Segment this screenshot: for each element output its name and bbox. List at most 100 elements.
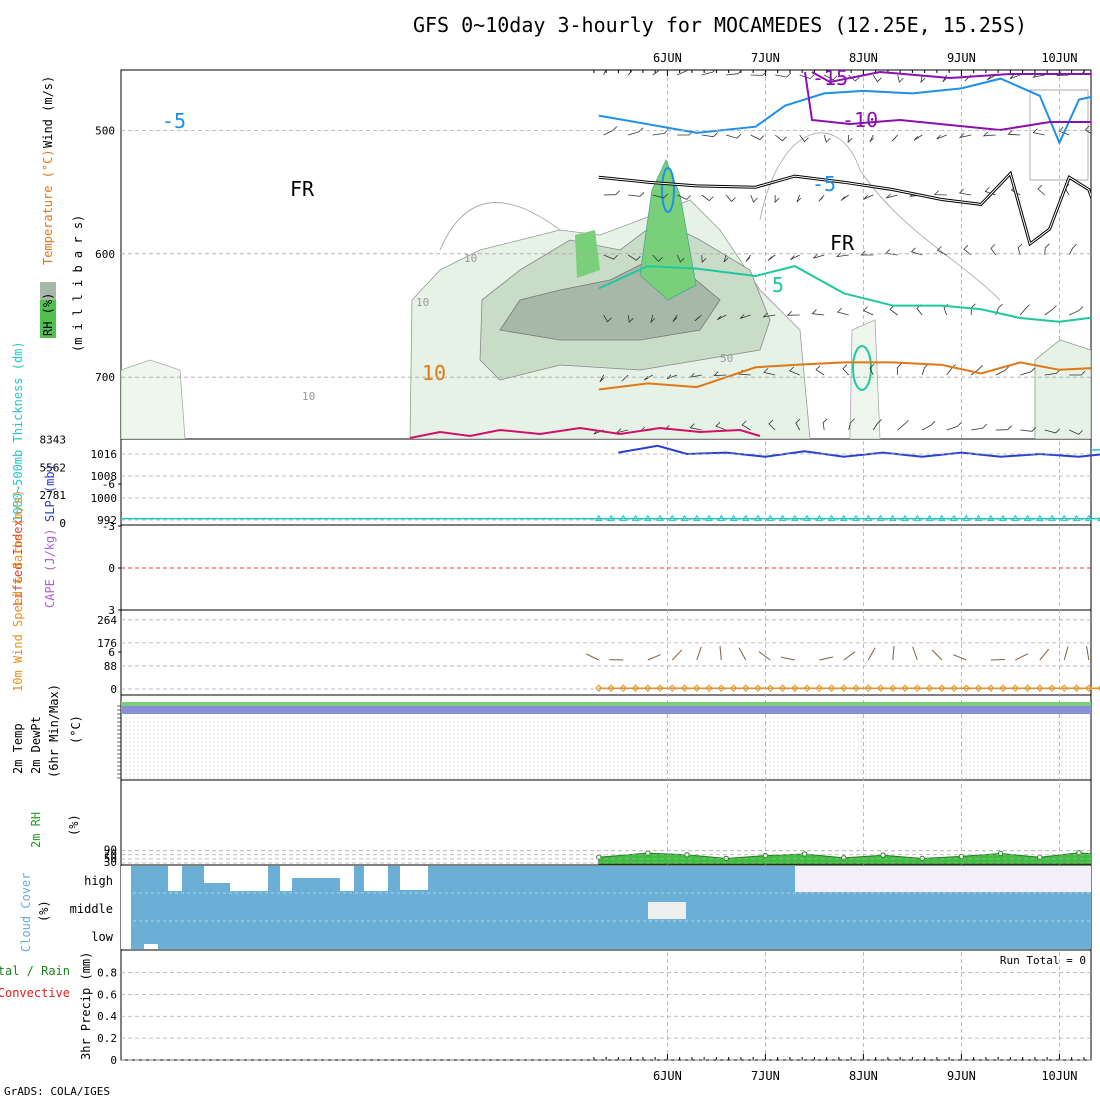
rh-area-right — [1034, 339, 1091, 439]
legend-rh2m: 2m RH (%) — [29, 812, 81, 848]
upper-wind-barb — [763, 368, 776, 376]
wind10m-barbs — [585, 646, 1090, 661]
precip-total-legend: Total / Rain — [0, 964, 70, 978]
cape-legend: CAPE (J/kg) — [43, 529, 57, 608]
upper-wind-barb — [796, 194, 802, 203]
upper-wind-barbs — [593, 70, 1100, 435]
wind-marker — [827, 684, 836, 692]
rh2m-marker — [880, 852, 886, 858]
legend-wind10m: 10m Wind Speed & Barbs (m/s) — [11, 490, 25, 692]
rh2m-marker — [762, 852, 769, 859]
upper-wind-barb — [603, 314, 612, 323]
wind-legend: Wind (m/s) — [41, 76, 55, 148]
upper-wind-barb — [840, 194, 849, 201]
wind-marker — [1036, 684, 1044, 692]
wind-marker — [876, 684, 885, 692]
upper-wind-barb — [741, 420, 751, 431]
wind-barb — [719, 646, 722, 661]
upper-wind-barb — [1056, 71, 1070, 77]
date-label-bottom: 9JUN — [947, 1069, 976, 1083]
cloud-gap-left — [121, 866, 131, 949]
upper-wind-barb — [701, 70, 716, 76]
wind10m-speed-line — [598, 687, 1100, 689]
upper-wind-barb — [897, 419, 909, 431]
upper-wind-barb — [824, 74, 838, 81]
lifted-index-tick-label: 0 — [108, 562, 115, 575]
wind-barb — [1015, 653, 1029, 661]
wind-marker — [913, 684, 922, 692]
upper-wind-barb — [860, 250, 874, 256]
wind-barb — [585, 653, 600, 661]
contour-label: 10 — [464, 252, 477, 265]
upper-wind-barb — [713, 371, 727, 377]
upper-wind-barb — [1017, 243, 1023, 256]
cloud-gap-2 — [204, 866, 230, 883]
wind10m-ticks: 0 88 176 264 — [97, 614, 1091, 696]
upper-wind-barb — [990, 244, 997, 256]
upper-wind-barb — [652, 193, 668, 199]
date-labels-bottom: 6JUN7JUN8JUN9JUN10JUN11JUN12JUN13JUN14JU… — [653, 1069, 1078, 1083]
wind-marker — [705, 684, 713, 692]
wind-marker — [864, 684, 873, 692]
temperature-minus5-line — [598, 77, 1091, 146]
upper-wind-barb — [922, 420, 936, 431]
upper-wind-barb — [936, 134, 947, 140]
wind-marker — [974, 684, 983, 692]
upper-wind-barb — [1094, 245, 1100, 255]
upper-wind-barb — [921, 363, 929, 376]
wind-marker — [987, 684, 995, 692]
upper-wind-barb — [815, 365, 825, 376]
wind-marker — [950, 684, 958, 692]
wind-marker — [938, 684, 946, 692]
upper-wind-barb — [750, 71, 767, 76]
upper-wind-barb — [725, 194, 736, 203]
upper-wind-barb — [933, 190, 947, 196]
wind-tick-label: 88 — [104, 660, 117, 673]
upper-wind-barb — [628, 127, 644, 136]
upper-wind-barb — [863, 306, 874, 316]
upper-wind-barb — [920, 74, 926, 84]
thickness-legend: 1000~500mb Thickness (dm) — [11, 341, 25, 522]
legend-pressure: 1000~500mb Thickness (dm) SLP (mb) — [11, 341, 57, 522]
precip-ticks: 0 0.2 0.4 0.6 0.8 — [97, 966, 1091, 1067]
rh-legend: RH (%) — [41, 293, 55, 336]
cloud-low-gap — [144, 944, 158, 949]
upper-wind-barb — [774, 194, 780, 204]
rh2m-legend: 2m RH — [29, 812, 43, 848]
upper-wind-barb — [1032, 128, 1045, 136]
wind-barb — [696, 646, 702, 661]
wind-marker — [1085, 684, 1093, 692]
lifted-index-ticks: 6 3 0 -3 -6 — [102, 478, 121, 659]
rh2m-area — [598, 852, 1091, 865]
upper-wind-barb — [1020, 427, 1037, 432]
rh-contour-line2 — [1029, 89, 1089, 181]
cloud-level-label: high — [84, 874, 113, 888]
upper-wind-barb — [818, 194, 825, 202]
rh2m-tick-label: 70 — [104, 848, 117, 861]
wind-barb — [738, 647, 747, 661]
upper-wind-barb — [891, 134, 898, 142]
pressure-tick-label: 600 — [95, 248, 115, 261]
upper-wind-barb — [842, 364, 849, 376]
contour-label: FR — [830, 231, 855, 255]
upper-wind-barb — [774, 134, 787, 142]
rh-area-left — [121, 359, 186, 439]
upper-wind-barb — [1068, 243, 1077, 256]
upper-wind-barb — [739, 314, 751, 319]
rh2m-tick-label: 50 — [104, 852, 117, 865]
upper-wind-barb — [1044, 243, 1050, 256]
contour-labels: -15 -10 -5 -5 FR FR 5 10 10 10 10 50 — [162, 66, 878, 403]
wind-marker — [901, 684, 909, 692]
upper-wind-barb — [689, 423, 702, 431]
wind-tick-label: 176 — [97, 637, 117, 650]
upper-wind-barb — [652, 70, 661, 76]
wind-barb — [867, 647, 876, 661]
upper-wind-barb — [677, 194, 691, 200]
pressure-tick-label: 500 — [95, 124, 115, 137]
lifted-index-tick-label: 3 — [108, 604, 115, 617]
upper-wind-barb — [1044, 428, 1060, 434]
wind-marker — [693, 684, 701, 692]
upper-wind-barb — [701, 254, 707, 264]
wind-barb — [758, 651, 771, 661]
contour-label: 10 — [302, 390, 315, 403]
